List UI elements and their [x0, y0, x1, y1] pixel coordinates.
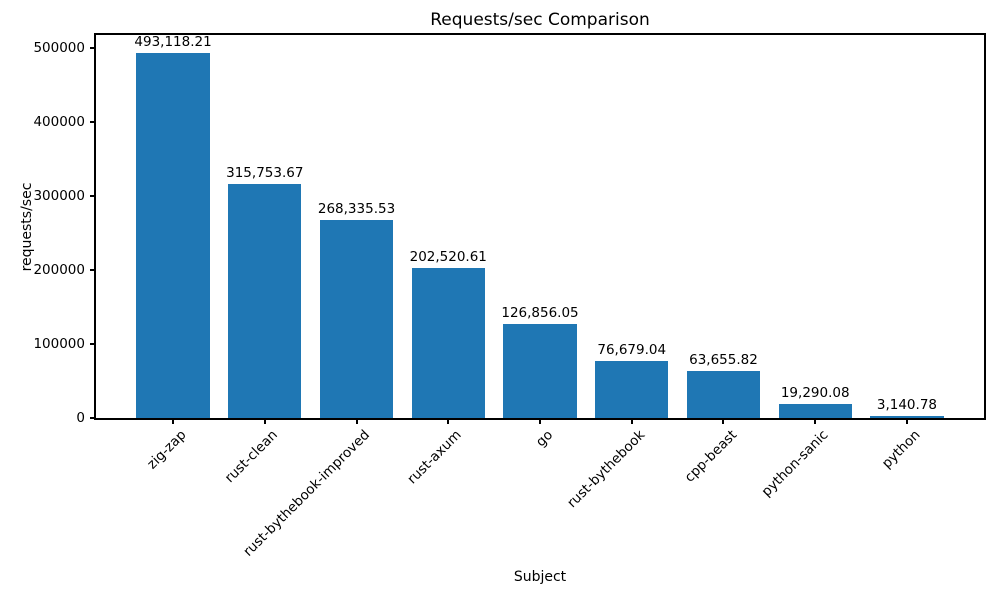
x-axis-label: Subject	[513, 569, 567, 585]
x-tick	[172, 420, 175, 424]
bar-value-label: 493,118.21	[134, 34, 212, 51]
bar-zig-zap	[136, 53, 210, 418]
y-tick	[90, 195, 94, 198]
x-category-label: python-sanic	[758, 427, 832, 500]
y-tick-label: 400000	[33, 114, 85, 131]
bar-value-label: 63,655.82	[689, 351, 758, 368]
y-axis-label: requests/sec	[19, 182, 35, 272]
x-tick	[905, 420, 908, 424]
x-category-label: zig-zap	[143, 427, 190, 473]
bar-value-label: 3,140.78	[876, 396, 937, 413]
y-tick	[90, 269, 94, 272]
bar-rust-axum	[411, 268, 485, 418]
plot-area: 0 100000 200000 300000 400000 500000 493,118.2…	[33, 33, 986, 560]
bar-python-sanic	[778, 403, 852, 418]
bar-python	[870, 415, 944, 418]
x-tick	[263, 420, 266, 424]
x-category-label: rust-bythebook	[563, 427, 649, 512]
bar-value-label: 126,856.05	[501, 305, 579, 322]
y-tick-label: 100000	[33, 336, 85, 353]
x-category-label: python	[878, 427, 924, 472]
y-tick	[90, 417, 94, 419]
x-tick	[447, 420, 450, 424]
x-tick	[814, 420, 817, 424]
y-tick-label: 300000	[33, 188, 85, 205]
y-tick-label: 0	[76, 410, 85, 426]
x-category-label: rust-clean	[221, 427, 282, 487]
x-tick	[722, 420, 725, 424]
bar-value-label: 19,290.08	[780, 384, 850, 401]
bar-value-label: 202,520.61	[409, 249, 487, 266]
bar-go	[503, 324, 577, 418]
x-category-label: rust-axum	[404, 427, 465, 488]
y-tick-label: 500000	[33, 40, 85, 57]
bar-value-label: 268,335.53	[317, 200, 396, 217]
y-tick-label: 200000	[33, 262, 85, 279]
x-category-label: go	[533, 427, 557, 451]
x-category-label: cpp-beast	[681, 427, 740, 486]
bar-value-label: 315,753.67	[226, 165, 304, 182]
bar-rust-clean	[228, 184, 302, 418]
x-tick	[355, 420, 358, 424]
y-tick	[90, 121, 94, 124]
y-tick	[90, 343, 94, 346]
bar-rust-bythebook-improved	[319, 219, 394, 418]
x-tick	[539, 420, 541, 424]
bar-cpp-beast	[686, 370, 761, 418]
x-tick	[630, 420, 633, 424]
bar-rust-bythebook	[595, 361, 669, 418]
y-tick	[90, 47, 94, 50]
bar-value-label: 76,679.04	[597, 342, 667, 359]
chart-title: Requests/sec Comparison	[430, 10, 650, 30]
